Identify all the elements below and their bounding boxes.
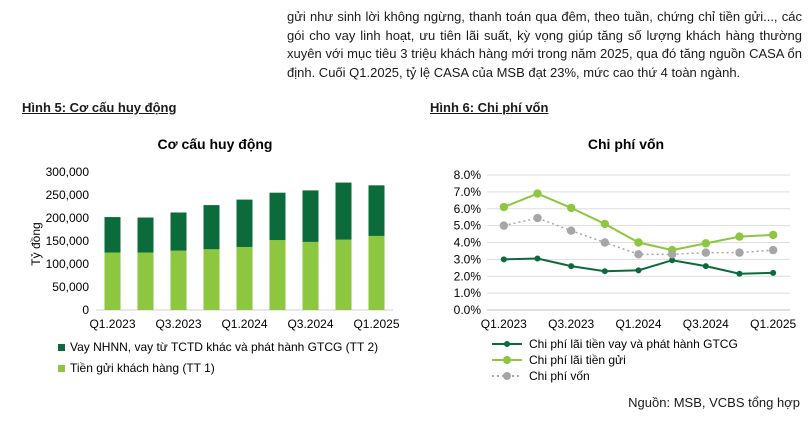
chart2-line-borrowing-cost-point bbox=[669, 257, 676, 264]
chart1-bar-borrowings bbox=[137, 217, 154, 253]
chart2-line-cost-of-funds-point bbox=[667, 250, 677, 259]
chart2-legend-label: Chi phí lãi tiền gửi bbox=[529, 353, 626, 367]
chart1-bar-borrowings bbox=[104, 217, 121, 253]
chart1-legend-label: Tiền gửi khách hàng (TT 1) bbox=[70, 361, 215, 375]
chart2-line-cost-of-funds-point bbox=[634, 250, 643, 259]
chart1-bar-deposits bbox=[137, 252, 154, 310]
figure5-caption: Hình 5: Cơ cấu huy động bbox=[22, 100, 177, 115]
chart2-line-deposit-cost-point bbox=[735, 232, 744, 241]
chart1-xtick-label: Q3.2024 bbox=[287, 317, 333, 331]
chart2-line-deposit-cost-point bbox=[499, 202, 509, 212]
chart2-ytick-label: 4.0% bbox=[454, 236, 482, 250]
chart2-line-cost-of-funds-point bbox=[499, 221, 509, 230]
chart1-title: Cơ cấu huy động bbox=[158, 136, 273, 152]
chart2-ytick-label: 7.0% bbox=[454, 185, 482, 199]
chart1-bar-deposits bbox=[269, 240, 286, 310]
chart2-ytick-label: 8.0% bbox=[454, 168, 482, 182]
chart2-line-borrowing-cost-point bbox=[534, 255, 541, 262]
chart1-bar-deposits bbox=[302, 241, 319, 310]
chart1-bar-borrowings bbox=[203, 205, 220, 250]
chart1-ytick-label: 250,000 bbox=[46, 188, 90, 202]
chart2-xtick-label: Q1.2023 bbox=[481, 317, 527, 331]
chart2-line-deposit-cost-point bbox=[566, 203, 576, 213]
chart2-line-cost-of-funds-point bbox=[600, 238, 610, 247]
chart2-legend-label: Chi phí vốn bbox=[529, 369, 590, 383]
chart1-bar-borrowings bbox=[368, 185, 385, 236]
chart2-ytick-label: 3.0% bbox=[454, 252, 482, 266]
chart2-line-deposit-cost-point bbox=[600, 219, 610, 229]
chart2-line-cost-of-funds-point bbox=[701, 248, 711, 257]
chart1-ytick-label: 0 bbox=[82, 303, 89, 317]
chart1-ytick-label: 200,000 bbox=[46, 211, 90, 225]
chart2-ytick-label: 1.0% bbox=[454, 286, 482, 300]
chart2-title: Chi phí vốn bbox=[588, 136, 664, 152]
chart1-bar-deposits bbox=[335, 239, 352, 310]
chart1-xtick-label: Q1.2023 bbox=[89, 317, 135, 331]
chart1-bar-borrowings bbox=[302, 190, 319, 242]
chart1-bar-borrowings bbox=[335, 182, 352, 240]
chart2-line-cost-of-funds-point bbox=[566, 226, 576, 235]
chart1-legend-swatch bbox=[58, 365, 65, 372]
chart1-bar-borrowings bbox=[170, 212, 187, 251]
body-paragraph: gửi như sinh lời không ngừng, thanh toán… bbox=[287, 9, 802, 80]
chart1-ylabel: Tỷ đồng bbox=[29, 222, 43, 265]
chart2-ytick-label: 2.0% bbox=[454, 269, 482, 283]
chart1-bar-borrowings bbox=[236, 199, 253, 247]
chart1-xtick-label: Q1.2024 bbox=[221, 317, 267, 331]
chart2-xtick-label: Q3.2023 bbox=[548, 317, 594, 331]
chart1-xtick-label: Q3.2023 bbox=[155, 317, 201, 331]
chart1-ytick-label: 100,000 bbox=[46, 257, 90, 271]
chart2-line-borrowing-cost-point bbox=[702, 263, 709, 270]
chart2-line-deposit-cost-point bbox=[634, 238, 643, 247]
chart2-line-borrowing-cost-point bbox=[568, 263, 575, 270]
chart1-legend-swatch bbox=[58, 344, 65, 351]
chart1-xtick-label: Q1.2025 bbox=[353, 317, 399, 331]
chart1-bar-borrowings bbox=[269, 192, 286, 241]
chart1-bar-deposits bbox=[170, 250, 187, 310]
chart2-line-deposit-cost-point bbox=[533, 189, 542, 198]
chart2-xtick-label: Q1.2025 bbox=[750, 317, 796, 331]
chart1-bar-deposits bbox=[104, 252, 121, 310]
chart2-line-deposit-cost-point bbox=[701, 239, 711, 248]
chart2-line-deposit-cost-point bbox=[768, 230, 778, 240]
chart2-line-cost-of-funds-point bbox=[533, 213, 542, 223]
chart2-legend-label: Chi phí lãi tiền vay và phát hành GTCG bbox=[529, 337, 738, 351]
chart2-line-cost-of-funds bbox=[503, 217, 774, 256]
chart2-legend-marker bbox=[503, 356, 511, 364]
chart1-bar-deposits bbox=[368, 235, 385, 310]
chart2-ytick-label: 0.0% bbox=[454, 303, 482, 317]
chart2-line-borrowing-cost-point bbox=[500, 256, 507, 263]
chart1-ytick-label: 50,000 bbox=[52, 280, 89, 294]
chart1-legend-label: Vay NHNN, vay từ TCTD khác và phát hành … bbox=[70, 340, 378, 354]
chart2-ytick-label: 5.0% bbox=[454, 219, 482, 233]
chart1-bar-deposits bbox=[203, 249, 220, 310]
chart2-ytick-label: 6.0% bbox=[454, 202, 482, 216]
chart2-xtick-label: Q3.2024 bbox=[683, 317, 729, 331]
chart2-legend-marker bbox=[503, 372, 511, 380]
chart2-legend-marker bbox=[504, 341, 510, 347]
chart1-ytick-label: 150,000 bbox=[46, 234, 90, 248]
chart2-line-borrowing-cost-point bbox=[635, 267, 642, 274]
chart1-bar-deposits bbox=[236, 246, 253, 310]
chart2-line-cost-of-funds-point bbox=[735, 248, 744, 257]
chart2-xtick-label: Q1.2024 bbox=[615, 317, 661, 331]
chart1-ytick-label: 300,000 bbox=[46, 165, 90, 179]
chart2-line-borrowing-cost-point bbox=[736, 270, 743, 277]
chart2-line-cost-of-funds-point bbox=[768, 245, 778, 255]
source-note: Nguồn: MSB, VCBS tổng hợp bbox=[628, 395, 800, 410]
chart2-line-borrowing-cost-point bbox=[601, 268, 608, 275]
chart2-line-borrowing-cost-point bbox=[770, 269, 777, 276]
figure6-caption: Hình 6: Chi phí vốn bbox=[430, 100, 549, 115]
